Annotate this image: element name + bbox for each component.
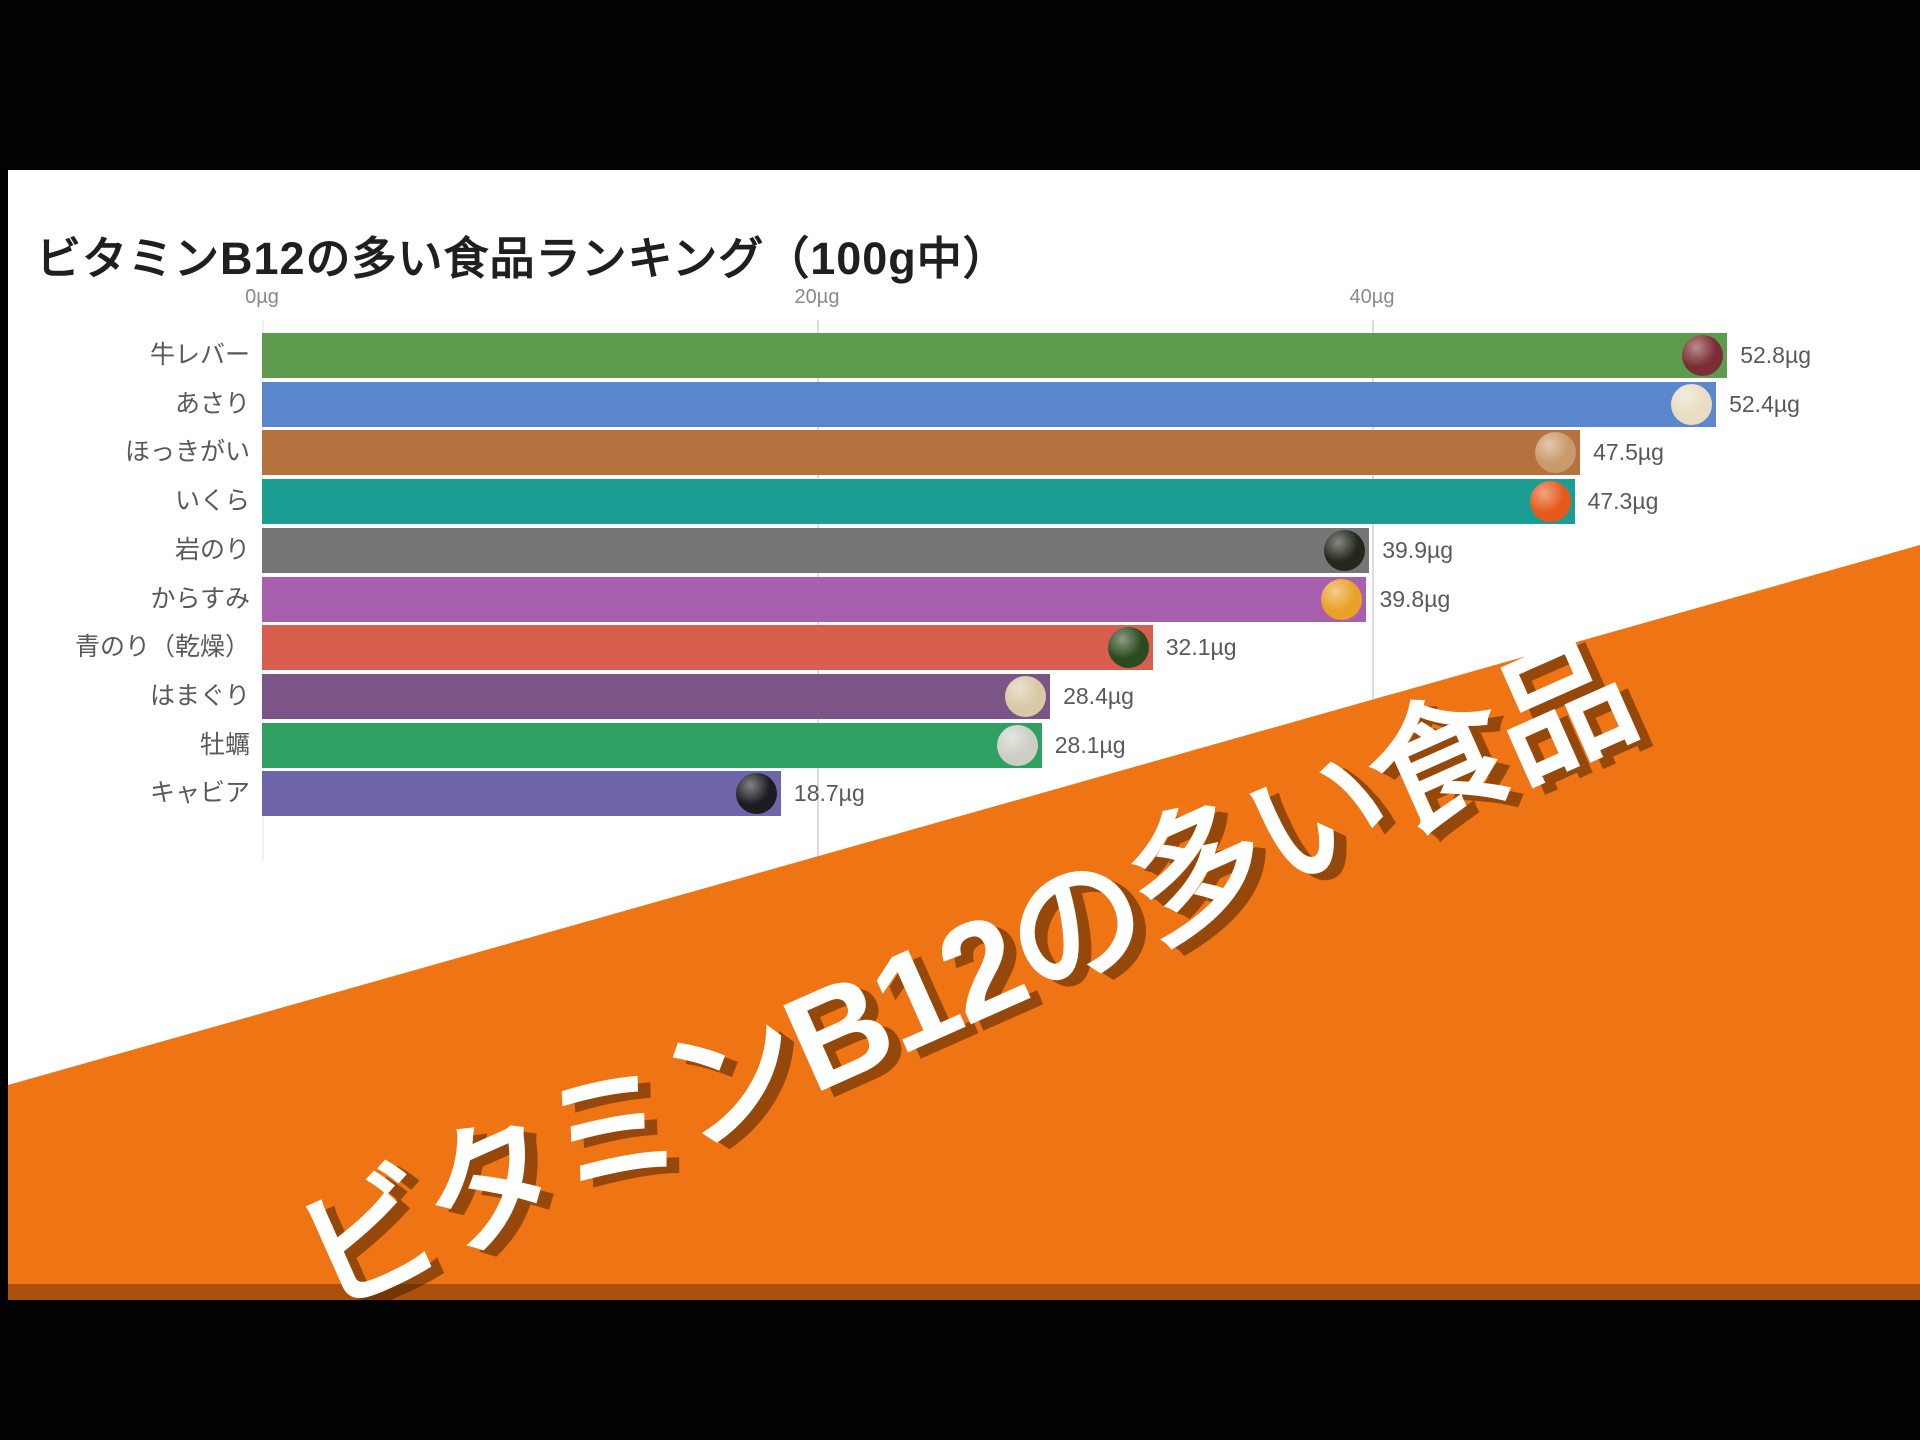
- category-label: 牛レバー: [149, 341, 250, 369]
- ribbon-bottom-shadow: [8, 1284, 1920, 1300]
- rock-laver-icon: [1324, 529, 1366, 571]
- bar-row: いくら 47.3µg: [8, 479, 1920, 525]
- value-label: 47.5µg: [1593, 439, 1664, 466]
- oyster-icon: [996, 724, 1038, 766]
- bar: [262, 527, 1370, 573]
- category-label: ほっきがい: [124, 438, 250, 467]
- category-label: 牡蠣: [199, 730, 250, 759]
- category-label: 青のり（乾燥）: [74, 633, 250, 662]
- bar-row: はまぐり 28.4µg: [8, 673, 1920, 719]
- bar-row: 牡蠣 28.1µg: [8, 722, 1920, 768]
- bottom-letterbox-bar: [0, 1300, 1920, 1440]
- caviar-icon: [735, 773, 777, 815]
- bar-row: キャビア 18.7µg: [8, 771, 1920, 817]
- category-label: いくら: [174, 487, 250, 516]
- bar: [262, 576, 1367, 622]
- salmon-roe-icon: [1529, 481, 1571, 523]
- category-label: はまぐり: [149, 681, 250, 710]
- bar: [262, 333, 1728, 378]
- karasumi-icon: [1321, 578, 1363, 620]
- value-label: 32.1µg: [1165, 634, 1237, 661]
- category-label: からすみ: [150, 584, 250, 613]
- value-label: 39.9µg: [1382, 536, 1454, 563]
- bar-row: 岩のり 39.9µg: [8, 527, 1920, 573]
- bar-row: あさり 52.4µg: [8, 381, 1920, 427]
- category-label: キャビア: [149, 779, 250, 808]
- x-tick-label: 40µg: [1349, 286, 1395, 308]
- bar: [262, 625, 1153, 671]
- bar-row: ほっきがい 47.5µg: [8, 430, 1920, 476]
- x-tick-label: 20µg: [794, 286, 840, 308]
- gridline: [1372, 320, 1374, 860]
- chart-title: ビタミンB12の多い食品ランキング（100g中）: [36, 233, 1009, 284]
- bar-row: からすみ 39.8µg: [8, 576, 1920, 622]
- chart-card: ビタミンB12の多い食品ランキング（100g中） 0µg 20µg 40µg 牛レバ…: [8, 170, 1920, 1300]
- diagonal-ribbon: [8, 545, 1920, 1300]
- asari-clam-icon: [1671, 383, 1713, 425]
- value-label: 39.8µg: [1379, 585, 1451, 612]
- bar: [262, 771, 781, 817]
- ribbon-shape: [8, 545, 1920, 1300]
- category-label: 岩のり: [174, 535, 250, 564]
- bar: [262, 479, 1575, 525]
- bar: [262, 381, 1717, 427]
- green-laver-icon: [1107, 627, 1149, 669]
- x-tick-label: 0µg: [245, 286, 279, 308]
- hamaguri-clam-icon: [1005, 675, 1047, 717]
- value-label: 18.7µg: [793, 780, 865, 807]
- category-label: あさり: [174, 389, 250, 418]
- value-label: 52.8µg: [1740, 342, 1811, 368]
- value-label: 28.1µg: [1054, 731, 1126, 758]
- bar-row: 牛レバー 52.8µg: [8, 333, 1920, 378]
- top-letterbox-bar: [0, 0, 1920, 170]
- value-label: 52.4µg: [1729, 390, 1800, 417]
- surf-clam-icon: [1535, 432, 1577, 474]
- bar: [262, 673, 1051, 719]
- bar: [262, 722, 1042, 768]
- beef-liver-icon: [1682, 335, 1724, 376]
- bar: [262, 430, 1581, 476]
- value-label: 47.3µg: [1587, 488, 1659, 515]
- bar-row: 青のり（乾燥） 32.1µg: [8, 625, 1920, 671]
- value-label: 28.4µg: [1063, 682, 1134, 709]
